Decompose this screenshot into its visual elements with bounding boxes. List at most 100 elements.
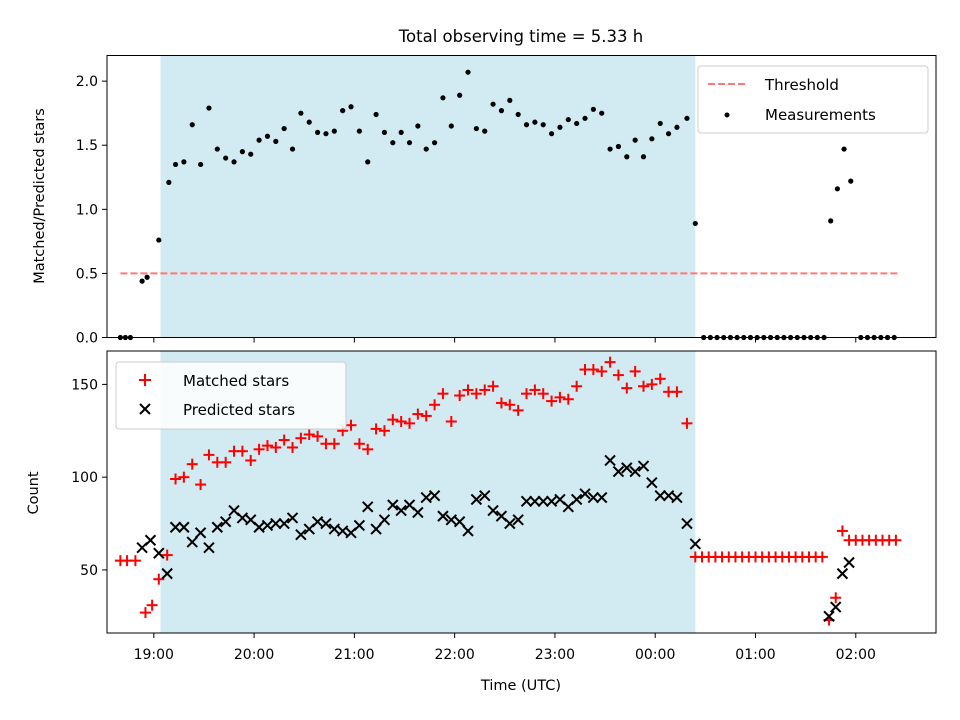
matched-star-marker: [146, 599, 158, 611]
measurement-point: [156, 237, 162, 243]
measurement-point: [848, 178, 854, 184]
predicted-star-marker: [253, 521, 265, 533]
measurement-point: [490, 101, 496, 107]
matched-star-marker: [487, 380, 499, 392]
x-tick-label: 22:00: [434, 647, 474, 663]
matched-star-marker: [378, 425, 390, 437]
x-axis-label: Time (UTC): [480, 678, 561, 694]
matched-star-marker: [295, 432, 307, 444]
matched-star-marker: [253, 443, 265, 455]
predicted-star-marker: [470, 493, 483, 506]
chart-title: Total observing time = 5.33 h: [398, 27, 643, 46]
matched-star-marker: [521, 388, 533, 400]
predicted-star-marker: [596, 491, 608, 504]
predicted-star-marker: [362, 501, 374, 513]
top-observing-window: [160, 55, 696, 338]
measurement-point: [365, 159, 371, 165]
predicted-star-marker: [646, 477, 658, 489]
measurement-point: [166, 179, 172, 185]
matched-star-marker: [604, 356, 616, 368]
top-panel: 0.00.51.01.52.0 Matched/Predicted stars …: [32, 55, 937, 347]
matched-star-marker: [479, 384, 491, 396]
measurements-legend-swatch: [724, 112, 730, 118]
measurement-point: [415, 123, 421, 129]
x-tick-label: 21:00: [334, 647, 374, 663]
x-tick-label: 19:00: [134, 647, 174, 663]
predicted-star-marker: [428, 490, 441, 502]
matched-star-marker: [654, 373, 666, 385]
matched-star-marker: [629, 365, 641, 377]
bottom-y-tick-label: 50: [80, 563, 98, 579]
measurement-point: [548, 131, 555, 137]
measurement-point: [440, 95, 446, 101]
measurement-point: [306, 119, 312, 125]
matched-star-marker: [312, 430, 324, 442]
matched-star-marker: [261, 440, 273, 452]
measurement-point: [214, 146, 220, 152]
matched-stars-series: [114, 356, 902, 626]
predicted-star-marker: [487, 504, 499, 517]
matched-star-marker: [429, 399, 441, 411]
matched-star-marker: [554, 391, 566, 403]
measurement-point: [406, 140, 413, 146]
top-x-ticks: [153, 337, 857, 343]
measurement-point: [674, 124, 680, 130]
matched-legend-swatch: [139, 374, 151, 386]
predicted-star-marker: [186, 536, 198, 548]
measurement-point: [692, 220, 698, 227]
matched-star-marker: [546, 395, 558, 407]
bottom-panel: 50 100 150 19:00 20:00 21:00 22:00 23:00 00:00 0…: [26, 350, 937, 694]
measurement-point: [465, 69, 471, 75]
measurement-point: [289, 146, 296, 152]
measurement-point: [557, 124, 563, 130]
predicted-star-marker: [194, 527, 207, 539]
measurement-point: [206, 105, 212, 111]
top-y-axis: 0.0 0.5 1.0 1.5 2.0: [76, 74, 107, 347]
measurement-point: [356, 128, 362, 134]
measurement-point: [482, 128, 488, 134]
top-y-tick-label: 2.0: [76, 74, 98, 90]
x-tick-label: 02:00: [836, 647, 876, 663]
top-y-axis-label: Matched/Predicted stars: [32, 108, 48, 284]
predicted-star-marker: [843, 556, 855, 569]
top-y-tick-label: 0.0: [76, 331, 98, 347]
predicted-star-marker: [520, 495, 533, 507]
bottom-legend: Matched stars Predicted stars: [115, 361, 347, 430]
measurement-point: [574, 120, 580, 127]
predicted-star-marker: [681, 517, 693, 530]
matched-star-marker: [412, 408, 424, 420]
top-y-tick-label: 1.0: [76, 202, 98, 218]
matched-star-marker: [129, 555, 141, 567]
measurement-point: [615, 143, 622, 150]
measurement-point: [281, 125, 287, 132]
predicted-star-marker: [387, 499, 399, 511]
measurement-point: [640, 154, 647, 160]
matched-star-marker: [587, 364, 599, 376]
matched-star-marker: [537, 388, 549, 400]
predicted-star-marker: [328, 523, 341, 535]
matched-star-marker: [139, 607, 151, 619]
x-tick-label: 01:00: [735, 647, 775, 663]
predicted-star-marker: [336, 525, 349, 537]
measurement-point: [381, 129, 388, 136]
predicted-star-marker: [612, 465, 625, 478]
predicted-star-marker: [236, 512, 249, 524]
matched-star-marker: [404, 417, 416, 429]
predicted-star-marker: [395, 504, 407, 517]
x-tick-label: 23:00: [535, 647, 575, 663]
predicted-star-marker: [203, 541, 215, 554]
predicted-star-marker: [689, 538, 702, 550]
predicted-star-marker: [178, 521, 190, 533]
measurement-point: [298, 110, 304, 116]
matched-star-marker: [278, 434, 290, 446]
x-tick-label: 00:00: [635, 647, 675, 663]
predicted-star-marker: [836, 567, 849, 580]
matched-star-marker: [445, 416, 457, 427]
predicted-stars-series: [136, 454, 855, 623]
measurement-point: [264, 133, 271, 139]
measurement-point: [390, 140, 396, 146]
measurement-point: [144, 274, 150, 280]
matched-star-marker: [529, 384, 541, 396]
matched-star-marker: [153, 573, 165, 585]
measurement-point: [590, 106, 596, 112]
